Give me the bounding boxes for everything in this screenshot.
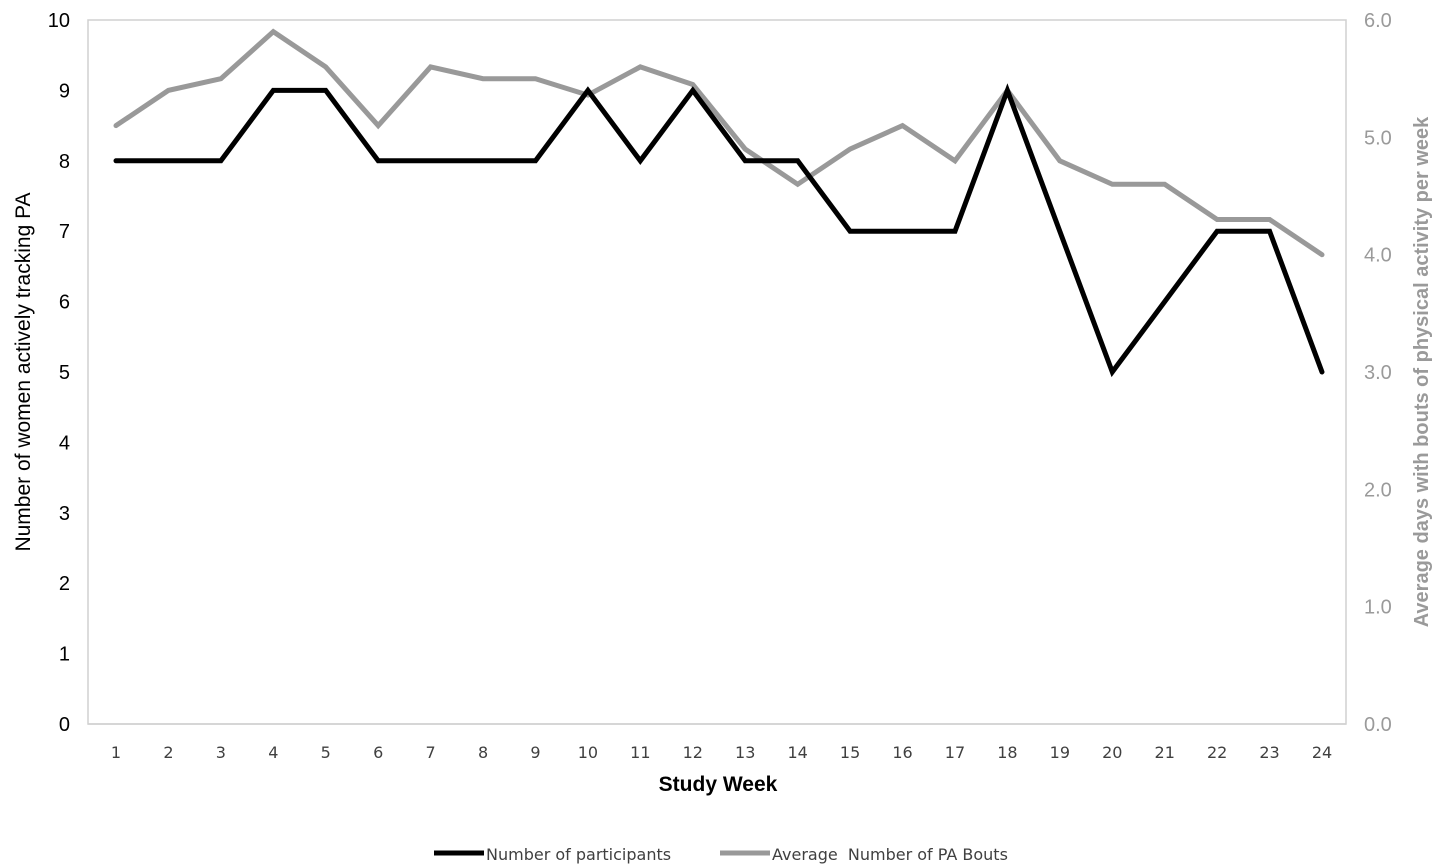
x-tick-label: 11 <box>630 743 650 762</box>
right-tick-label: 6.0 <box>1364 10 1392 32</box>
right-tick-label: 3.0 <box>1364 362 1392 384</box>
x-tick-label: 2 <box>163 743 173 762</box>
left-tick-label: 10 <box>48 10 70 32</box>
x-tick-label: 10 <box>578 743 598 762</box>
series-layer <box>113 28 1325 378</box>
x-tick-label: 1 <box>111 743 121 762</box>
left-tick-label: 3 <box>59 503 70 525</box>
x-tick-label: 6 <box>373 743 383 762</box>
right-tick-label: 0.0 <box>1364 714 1392 736</box>
left-tick-label: 0 <box>59 714 70 736</box>
legend: Number of participants Average Number of… <box>434 845 1008 864</box>
left-tick-label: 7 <box>59 221 70 243</box>
x-tick-label: 7 <box>426 743 436 762</box>
x-tick-label: 12 <box>683 743 703 762</box>
series-line <box>113 28 1325 258</box>
x-axis-title: Study Week <box>659 773 778 796</box>
right-tick-label: 1.0 <box>1364 597 1392 619</box>
series-line <box>113 83 1325 378</box>
left-tick-label: 5 <box>59 362 70 384</box>
x-tick-label: 5 <box>321 743 331 762</box>
x-tick-label: 21 <box>1155 743 1175 762</box>
series-pa-bouts <box>113 28 1325 258</box>
legend-label-pa-bouts: Average Number of PA Bouts <box>772 845 1008 864</box>
x-tick-label: 9 <box>530 743 540 762</box>
x-tick-label: 24 <box>1312 743 1332 762</box>
right-axis-title: Average days with bouts of physical acti… <box>1411 116 1433 627</box>
x-tick-label: 18 <box>997 743 1017 762</box>
left-tick-label: 9 <box>59 80 70 102</box>
left-axis-ticks: 0 1 2 3 4 5 6 7 8 9 10 <box>48 10 70 736</box>
left-tick-label: 2 <box>59 573 70 595</box>
left-tick-label: 1 <box>59 644 70 666</box>
left-tick-label: 6 <box>59 292 70 314</box>
x-tick-label: 17 <box>945 743 965 762</box>
x-tick-label: 14 <box>787 743 807 762</box>
right-axis-ticks: 0.0 1.0 2.0 3.0 4.0 5.0 6.0 <box>1364 10 1392 736</box>
x-tick-label: 19 <box>1050 743 1070 762</box>
x-tick-label: 16 <box>892 743 912 762</box>
x-tick-label: 4 <box>268 743 278 762</box>
x-tick-label: 13 <box>735 743 755 762</box>
left-tick-label: 4 <box>59 432 70 454</box>
x-tick-label: 23 <box>1259 743 1279 762</box>
x-tick-label: 3 <box>216 743 226 762</box>
x-tick-label: 22 <box>1207 743 1227 762</box>
left-tick-label: 8 <box>59 151 70 173</box>
x-tick-label: 20 <box>1102 743 1122 762</box>
right-tick-label: 5.0 <box>1364 127 1392 149</box>
series-participants <box>113 83 1325 378</box>
left-axis-title: Number of women actively tracking PA <box>12 192 35 551</box>
legend-label-participants: Number of participants <box>486 845 671 864</box>
right-tick-label: 2.0 <box>1364 479 1392 501</box>
x-tick-label: 15 <box>840 743 860 762</box>
right-tick-label: 4.0 <box>1364 245 1392 267</box>
x-axis-ticks: 1 2 3 4 5 6 7 8 9 10 11 12 13 14 15 16 17 18 19 20 21 22 23 24 <box>111 743 1332 762</box>
x-tick-label: 8 <box>478 743 488 762</box>
